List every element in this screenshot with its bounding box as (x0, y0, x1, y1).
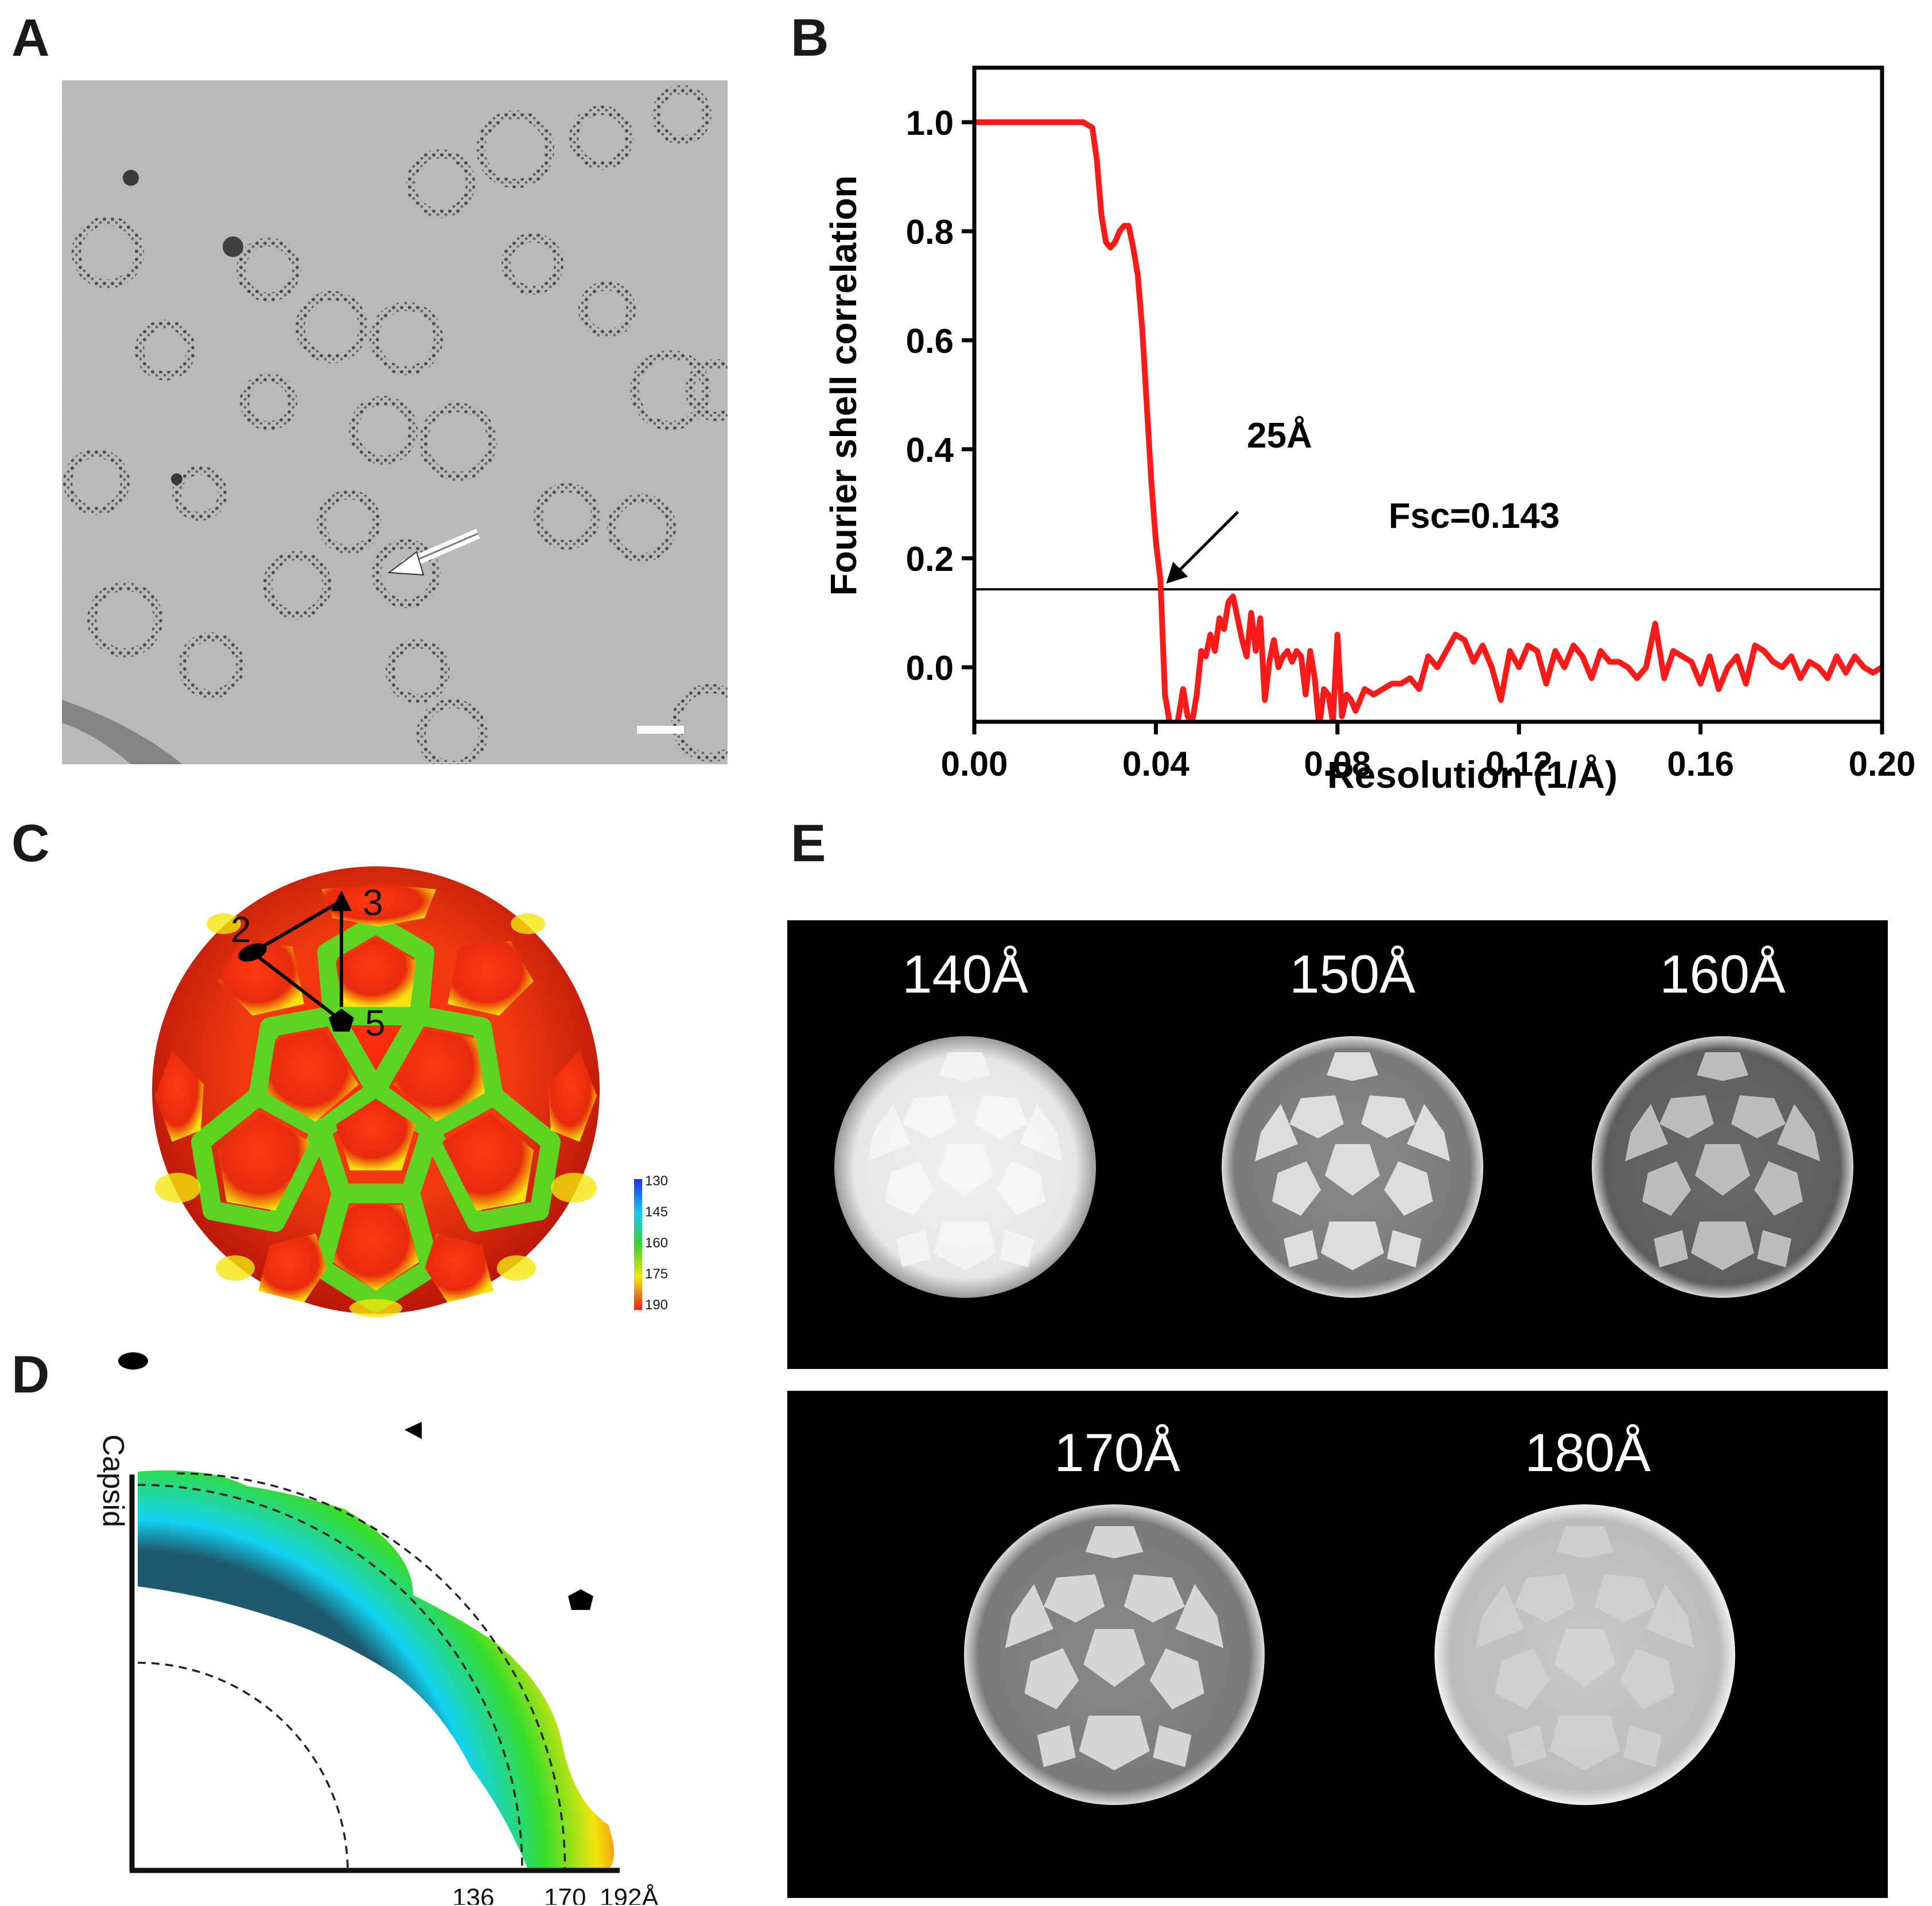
y-tick-label: 0.0 (906, 649, 954, 687)
y-axis-label: Fourier shell correlation (823, 176, 864, 596)
asymmetric-unit-triangle (251, 899, 343, 1020)
colorbar-tick-label: 190 (645, 1297, 668, 1313)
radius-guides (137, 1472, 566, 1870)
shell-160-image (1592, 1036, 1853, 1298)
panel-c-letter: C (11, 814, 50, 873)
shell-label-140: 140Å (902, 944, 1028, 1004)
three-fold-axis-marker (405, 1422, 422, 1439)
shell-label-160: 160Å (1659, 944, 1786, 1004)
colorbar-tick-label: 175 (645, 1266, 668, 1282)
two-fold-marker (238, 943, 267, 962)
capsid-axis-label: Capsid (96, 1434, 130, 1527)
shell-150-image (1222, 1036, 1483, 1298)
panel-e-letter: E (791, 814, 826, 873)
two-fold-axis-marker (118, 1352, 148, 1370)
shell-label-170: 170Å (1054, 1422, 1180, 1483)
panel-b-letter: B (791, 9, 829, 67)
five-fold-label: 5 (365, 1002, 386, 1044)
resolution-annotation-label: 25Å (1247, 416, 1312, 456)
scale-bar (637, 726, 684, 734)
y-tick-label: 1.0 (906, 104, 954, 142)
x-axis-label: Resolution (1/Å) (1327, 753, 1618, 796)
shell-label-180: 180Å (1525, 1422, 1651, 1483)
shell-170-image (964, 1504, 1265, 1805)
fsc-curve (974, 119, 1882, 722)
two-fold-label: 2 (231, 909, 251, 950)
y-tick-label: 0.4 (906, 431, 954, 469)
three-fold-label: 3 (363, 882, 383, 923)
shell-140-image (834, 1036, 1096, 1298)
capsid-cross-section: Capsid 136 170 192Å (96, 1352, 659, 1905)
radius-colorbar (634, 1179, 642, 1310)
colorbar-tick-label: 145 (645, 1204, 668, 1220)
y-tick-label: 0.6 (906, 322, 954, 360)
radius-label-192: 192Å (600, 1884, 659, 1905)
five-fold-marker (329, 1009, 354, 1032)
plot-frame (972, 65, 1884, 724)
micrograph-image (62, 80, 728, 764)
radius-label-170: 170 (544, 1884, 586, 1905)
radial-shell-panels: 140Å 150Å 160Å 170Å 180Å (787, 920, 1888, 1898)
x-tick-label: 0.12 (1486, 745, 1553, 783)
shell-180-image (1435, 1504, 1735, 1805)
x-tick-label: 0.00 (941, 745, 1008, 783)
fsc-chart: Fourier shell correlation Resolution (1/… (823, 65, 1916, 796)
threshold-label: Fsc=0.143 (1389, 496, 1560, 536)
radius-label-136: 136 (452, 1884, 494, 1905)
panel-a-letter: A (11, 9, 50, 67)
colorbar-tick-label: 130 (645, 1173, 668, 1189)
x-tick-label: 0.08 (1304, 745, 1371, 783)
micrograph-arrow (387, 528, 480, 576)
capsid-surface-map: 2 3 5 (152, 866, 600, 1317)
x-tick-label: 0.16 (1667, 745, 1734, 783)
x-tick-label: 0.20 (1849, 745, 1916, 783)
colorbar-tick-label: 160 (645, 1235, 668, 1251)
colorbar-ticks: 130 145 160 175 190 (645, 1173, 679, 1317)
x-tick-label: 0.04 (1122, 745, 1189, 783)
y-tick-label: 0.8 (906, 213, 954, 251)
annotation-arrow-line (1176, 511, 1239, 573)
shell-label-150: 150Å (1289, 944, 1416, 1004)
y-tick-label: 0.2 (906, 540, 954, 578)
five-fold-axis-marker (568, 1589, 593, 1610)
panel-d-letter: D (11, 1345, 50, 1404)
three-fold-marker (331, 890, 352, 911)
annotation-arrow-head (1166, 562, 1188, 584)
